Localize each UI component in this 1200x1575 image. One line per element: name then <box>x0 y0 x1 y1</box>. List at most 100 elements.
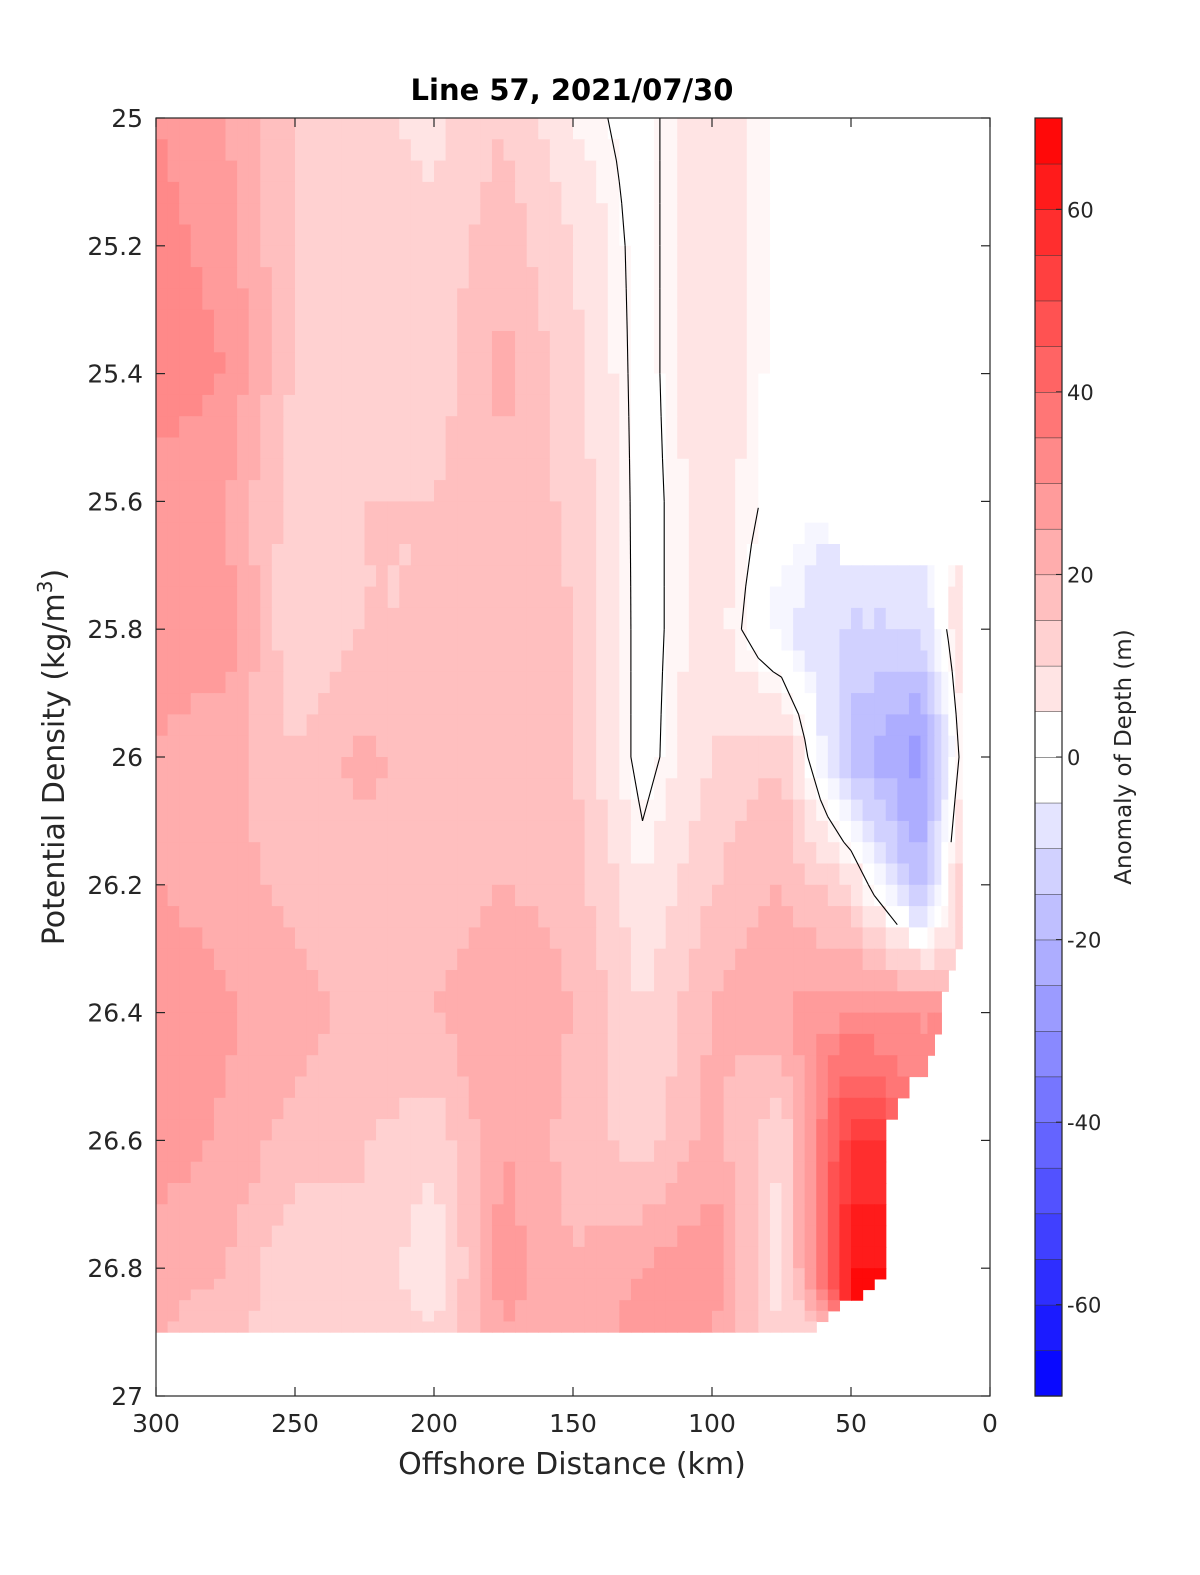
heatmap-cell <box>596 1310 609 1323</box>
heatmap-cell <box>862 948 875 971</box>
heatmap-cell <box>491 1055 505 1078</box>
contour-segment <box>804 738 809 758</box>
heatmap-cell <box>712 309 725 332</box>
heatmap-cell <box>723 267 736 289</box>
heatmap-cell <box>619 1140 632 1163</box>
heatmap-cell <box>271 160 285 183</box>
heatmap-cell <box>654 416 667 439</box>
heatmap-cell <box>399 437 412 460</box>
heatmap-cell <box>758 1225 771 1248</box>
heatmap-cell <box>202 714 215 737</box>
heatmap-cell <box>538 1183 551 1205</box>
heatmap-cell <box>897 970 910 992</box>
heatmap-cell <box>665 671 678 694</box>
heatmap-cell <box>526 1289 539 1301</box>
heatmap-cell <box>758 288 771 311</box>
heatmap-cell <box>642 1097 655 1120</box>
heatmap-cell <box>352 1033 366 1056</box>
heatmap-cell <box>839 565 852 588</box>
heatmap-cell <box>665 288 678 311</box>
heatmap-cell <box>816 1204 829 1227</box>
heatmap-cell <box>260 1246 273 1269</box>
heatmap-cell <box>318 1278 331 1291</box>
heatmap-cell <box>190 267 203 289</box>
heatmap-cell <box>735 139 748 162</box>
heatmap-cell <box>352 906 366 928</box>
heatmap-cell <box>225 565 238 588</box>
heatmap-cell <box>237 820 250 843</box>
heatmap-cell <box>561 735 574 758</box>
heatmap-cell <box>665 714 678 737</box>
heatmap-cell <box>202 352 215 375</box>
heatmap-cell <box>445 1140 458 1163</box>
heatmap-cell <box>468 203 481 226</box>
heatmap-cell <box>584 948 597 971</box>
heatmap-cell <box>271 352 285 375</box>
heatmap-cell <box>665 1183 678 1205</box>
heatmap-cell <box>816 1246 829 1269</box>
heatmap-cell <box>306 586 319 609</box>
heatmap-cell <box>248 607 261 630</box>
heatmap-cell <box>712 544 725 566</box>
heatmap-cell <box>758 1119 771 1141</box>
heatmap-cell <box>213 1055 227 1078</box>
heatmap-cell <box>213 437 227 460</box>
heatmap-cell <box>769 650 783 673</box>
heatmap-cell <box>816 1268 829 1280</box>
heatmap-cell <box>515 267 528 289</box>
heatmap-cell <box>677 1161 690 1184</box>
heatmap-cell <box>642 373 655 396</box>
heatmap-cell <box>364 416 377 439</box>
y-tick-label: 25.8 <box>87 615 143 644</box>
heatmap-cell <box>549 331 563 353</box>
heatmap-cell <box>468 820 481 843</box>
heatmap-cell <box>642 1321 655 1333</box>
heatmap-cell <box>376 714 389 737</box>
heatmap-cell <box>619 842 632 865</box>
heatmap-cell <box>607 1246 620 1269</box>
heatmap-cell <box>630 565 644 588</box>
heatmap-cell <box>908 778 922 801</box>
heatmap-cell <box>948 799 956 822</box>
heatmap-cell <box>480 1097 493 1120</box>
heatmap-cell <box>538 1278 551 1291</box>
heatmap-cell <box>746 1119 759 1141</box>
heatmap-cell <box>839 842 852 865</box>
heatmap-cell <box>248 394 261 417</box>
heatmap-cell <box>260 927 273 950</box>
heatmap-cell <box>179 778 192 801</box>
heatmap-cell <box>712 181 725 204</box>
heatmap-cell <box>179 927 192 950</box>
heatmap-cell <box>167 437 180 460</box>
heatmap-cell <box>410 118 424 140</box>
heatmap-cell <box>271 544 285 566</box>
heatmap-cell <box>688 203 702 226</box>
heatmap-cell <box>688 309 702 332</box>
heatmap-cell <box>735 352 748 375</box>
heatmap-cell <box>758 948 771 971</box>
heatmap-cell <box>329 629 342 652</box>
heatmap-cell <box>827 650 841 673</box>
heatmap-cell <box>596 607 609 630</box>
heatmap-cell <box>723 1183 736 1205</box>
heatmap-cell <box>503 1246 516 1269</box>
heatmap-cell <box>549 288 563 311</box>
heatmap-cell <box>445 1183 458 1205</box>
heatmap-cell <box>607 927 620 950</box>
heatmap-cell <box>318 671 331 694</box>
heatmap-cell <box>874 1246 887 1269</box>
heatmap-cell <box>758 118 771 140</box>
heatmap-cell <box>700 1321 713 1333</box>
heatmap-cell <box>341 480 354 502</box>
heatmap-cell <box>260 416 273 439</box>
heatmap-cell <box>306 884 319 907</box>
heatmap-cell <box>630 948 644 971</box>
heatmap-cell <box>445 948 458 971</box>
heatmap-cell <box>549 118 563 140</box>
heatmap-cell <box>225 799 238 822</box>
colorbar-band <box>1034 1167 1063 1215</box>
heatmap-cell <box>515 160 528 183</box>
heatmap-cell <box>654 1076 667 1099</box>
heatmap-cell <box>457 1321 470 1333</box>
heatmap-cell <box>827 1268 841 1280</box>
